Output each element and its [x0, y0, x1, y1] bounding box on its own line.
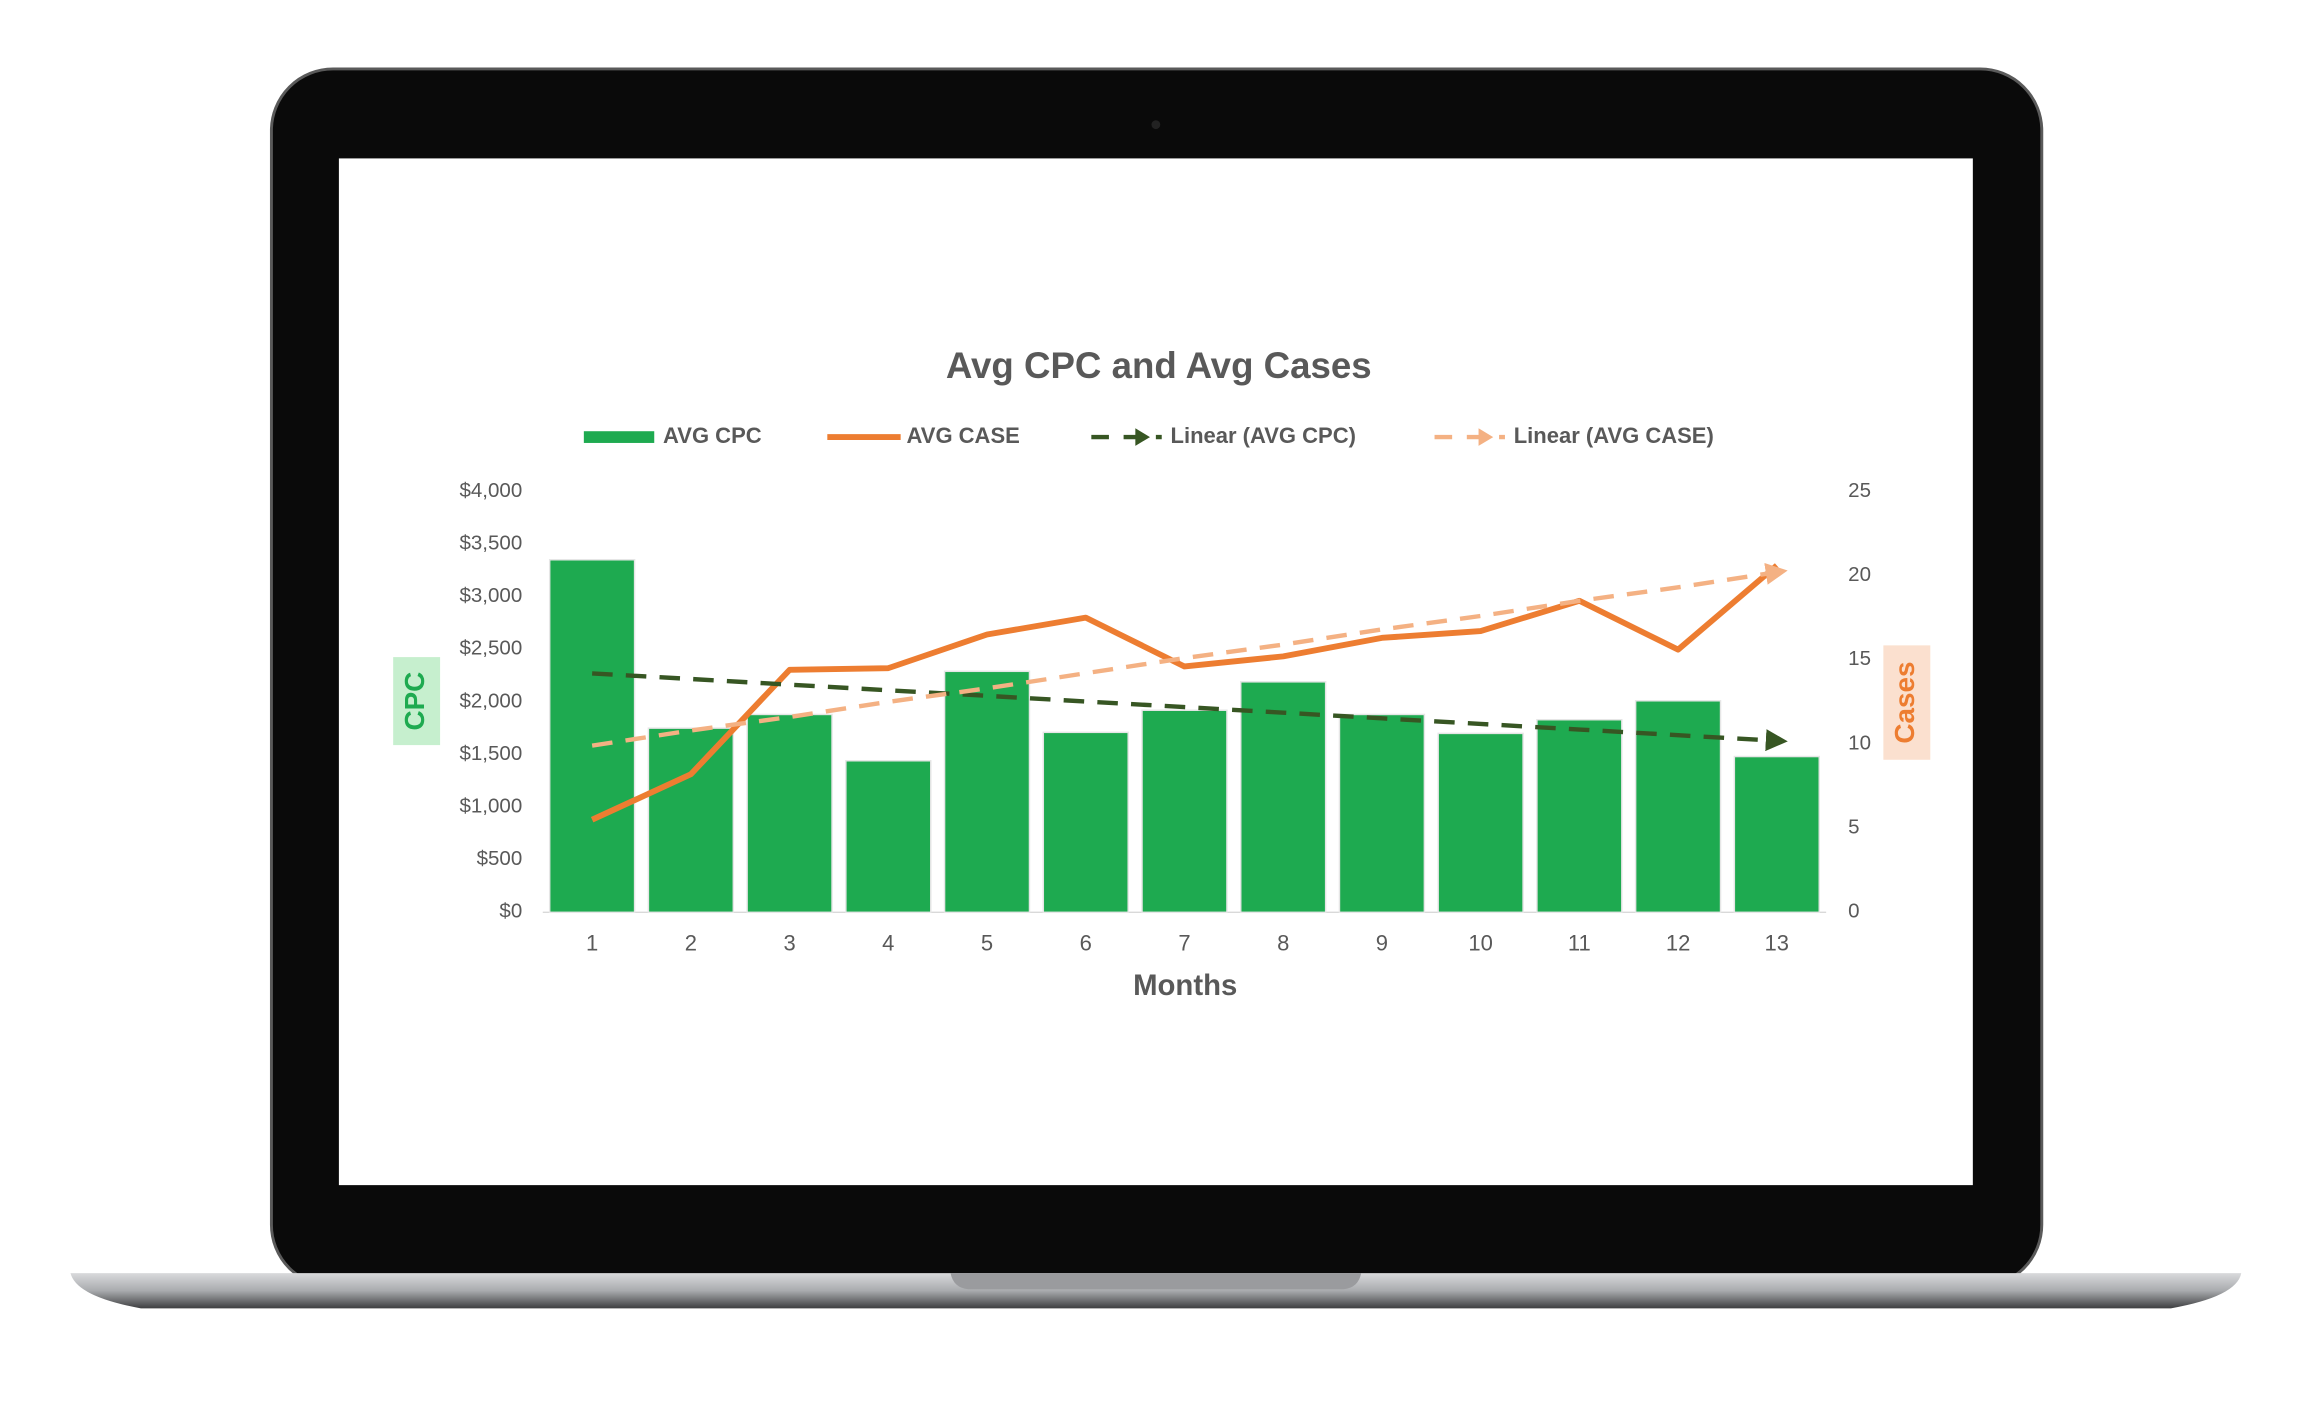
chart-title: Avg CPC and Avg Cases — [946, 345, 1372, 386]
y-tick-label: $2,500 — [459, 637, 522, 660]
bar — [845, 760, 932, 914]
y2-tick-label: 20 — [1848, 563, 1871, 586]
y2-tick-label: 5 — [1848, 816, 1859, 839]
bar — [1042, 731, 1129, 914]
x-tick-label: 13 — [1765, 930, 1789, 955]
legend-label: AVG CASE — [907, 423, 1020, 448]
y-tick-label: $2,000 — [459, 689, 522, 712]
y2-axis-title: Cases — [1889, 662, 1920, 744]
bar — [647, 727, 735, 914]
x-tick-label: 6 — [1080, 930, 1092, 955]
y-axis-title-bg — [393, 657, 441, 746]
x-tick-label: 8 — [1277, 930, 1289, 955]
legend-arrow — [1478, 428, 1494, 446]
legend-label: AVG CPC — [663, 423, 762, 448]
x-axis-title: Months — [1133, 969, 1237, 1002]
laptop-base — [70, 1273, 2242, 1309]
y-axis-title: CPC — [399, 672, 430, 731]
x-tick-label: 1 — [586, 930, 598, 955]
notch — [950, 1273, 1362, 1290]
legend-swatch — [583, 431, 655, 443]
bar — [746, 713, 833, 914]
x-tick-label: 9 — [1376, 930, 1388, 955]
bar — [548, 559, 636, 914]
bar — [1733, 755, 1820, 914]
y2-axis-title-bg — [1883, 645, 1931, 760]
x-tick-label: 10 — [1468, 930, 1492, 955]
bar — [1141, 709, 1228, 914]
y2-tick-label: 10 — [1848, 731, 1871, 754]
y-tick-label: $3,500 — [459, 531, 522, 554]
legend-label: Linear (AVG CASE) — [1514, 423, 1714, 448]
x-tick-label: 7 — [1178, 930, 1190, 955]
y-tick-label: $4,000 — [459, 479, 522, 502]
y-tick-label: $1,500 — [459, 742, 522, 765]
legend-label: Linear (AVG CPC) — [1171, 423, 1356, 448]
y2-tick-label: 15 — [1848, 647, 1871, 670]
y-tick-label: $500 — [477, 847, 523, 870]
x-tick-label: 11 — [1568, 930, 1591, 955]
y-tick-label: $0 — [499, 900, 522, 923]
y2-tick-label: 0 — [1848, 900, 1859, 923]
legend-arrow — [1135, 428, 1150, 446]
x-tick-label: 5 — [981, 930, 993, 955]
y-tick-label: $3,000 — [459, 584, 522, 607]
camera — [1151, 120, 1161, 130]
bar — [1536, 718, 1623, 914]
x-tick-label: 3 — [783, 930, 795, 955]
bar — [1437, 732, 1524, 914]
trend-line — [592, 671, 1788, 752]
bar — [943, 670, 1031, 914]
bar — [1240, 681, 1327, 914]
y-tick-label: $1,000 — [459, 794, 522, 817]
trend-line — [591, 562, 1788, 748]
y2-tick-label: 25 — [1848, 479, 1871, 502]
x-tick-label: 2 — [685, 930, 697, 955]
x-tick-label: 4 — [882, 930, 894, 955]
bar — [1338, 713, 1426, 914]
x-tick-label: 12 — [1666, 930, 1690, 955]
